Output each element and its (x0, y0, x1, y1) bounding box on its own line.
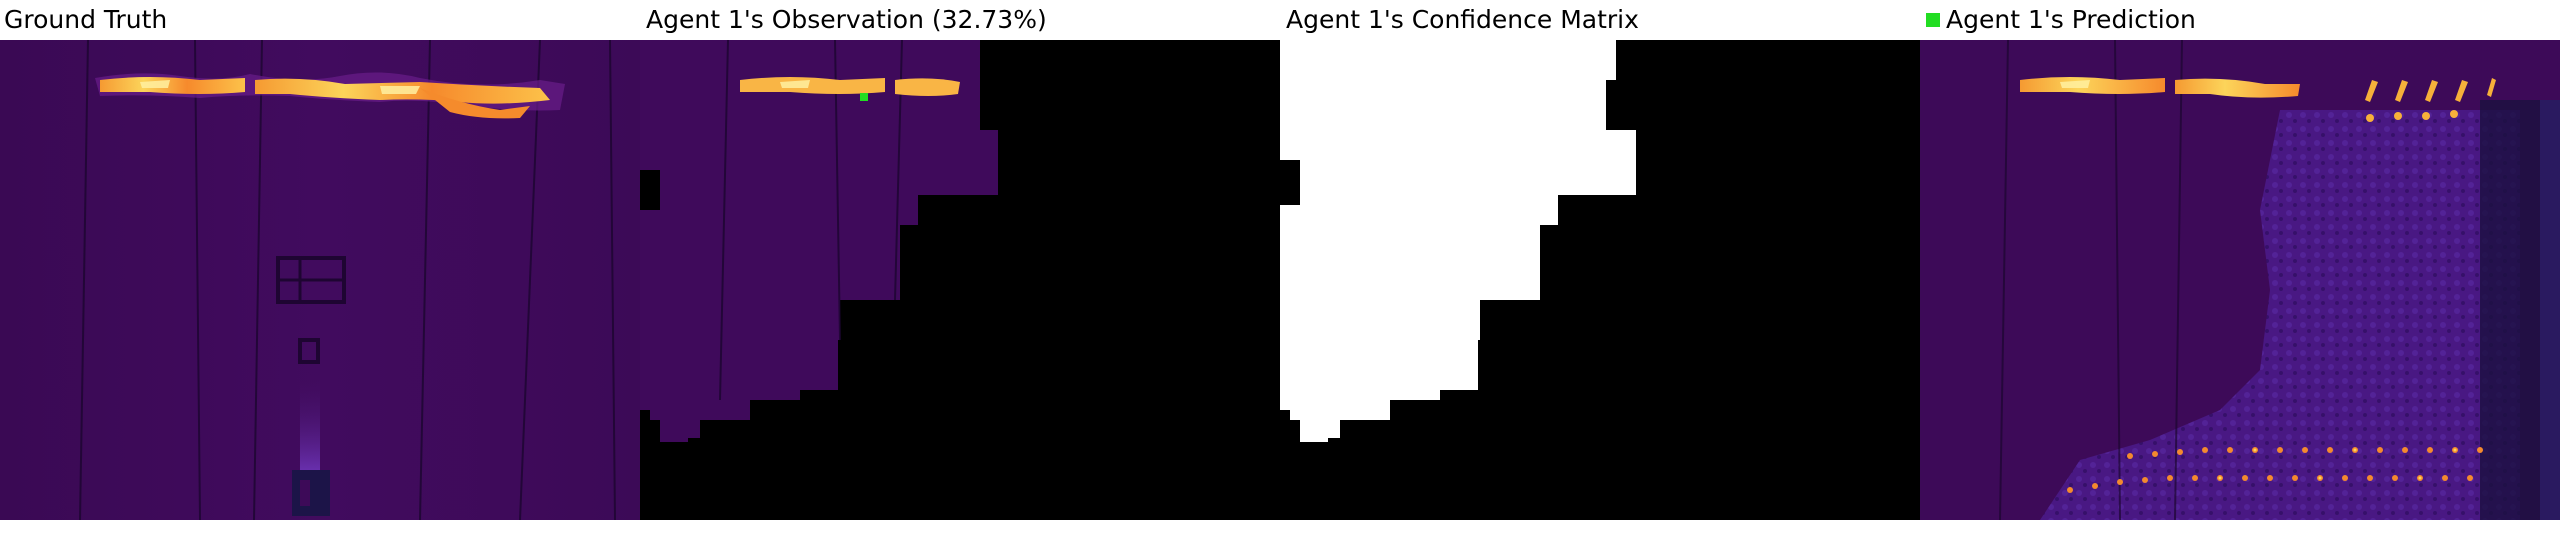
prediction-title: Agent 1's Prediction (1926, 2, 2196, 38)
agent-marker-legend-icon (1926, 13, 1940, 27)
observation-title: Agent 1's Observation (32.73%) (646, 5, 1047, 34)
prediction-fire-line (2020, 77, 2300, 98)
prediction-panel (1920, 40, 2560, 520)
ground-truth-pylon-base (292, 470, 330, 516)
observation-panel (640, 40, 1280, 520)
confidence-known-region (1280, 40, 1636, 442)
prediction-upper-hotspots (2365, 78, 2496, 122)
prediction-dark-edge (2480, 100, 2540, 520)
observation-fire-line (740, 77, 960, 96)
prediction-title-label: Agent 1's Prediction (1946, 5, 2196, 34)
ground-truth-structures (79, 40, 616, 520)
agent-position-marker (860, 93, 868, 101)
ground-truth-title: Ground Truth (4, 5, 168, 34)
prediction-lower-hotspots (2067, 447, 2483, 493)
prediction-textured-region (2040, 110, 2520, 520)
confidence-title: Agent 1's Confidence Matrix (1286, 5, 1639, 34)
ground-truth-panel (0, 40, 640, 520)
ground-truth-fire-line (95, 72, 565, 119)
observation-visible-region (640, 40, 998, 442)
confidence-panel (1280, 40, 1920, 520)
